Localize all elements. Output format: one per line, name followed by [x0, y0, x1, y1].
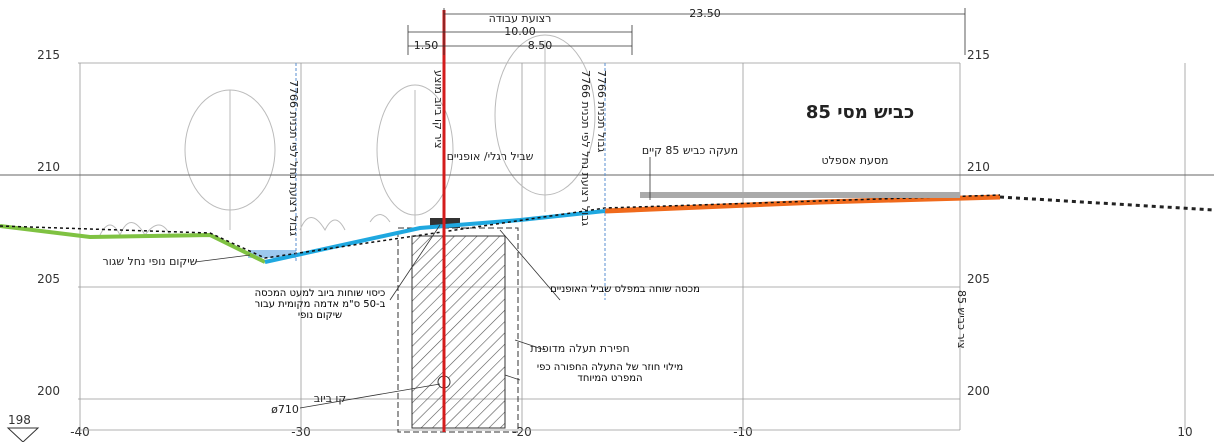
elevation-label: 200 — [37, 384, 60, 398]
datum-label: 198 — [8, 413, 31, 427]
manhole-box: מכסה שוחה במפלס שביל האופניים — [550, 284, 700, 295]
station-label: -40 — [70, 425, 90, 439]
manhole-label: מכסה שוחה במפלס שביל האופניים — [550, 284, 700, 295]
elevation-label: 210 — [967, 160, 990, 174]
trench-label: חפירת תעלה מדופנת — [530, 342, 629, 355]
asphalt-label: מסעת אספלט — [822, 154, 889, 167]
dim-left: 1.50 — [414, 39, 439, 52]
elevation-label: 210 — [37, 160, 60, 174]
ground-existing — [999, 195, 1214, 212]
trench-fill — [411, 235, 506, 429]
elevation-label: 215 — [967, 48, 990, 62]
ground-green — [0, 224, 266, 264]
dim-total: 23.50 — [689, 7, 721, 20]
station-label: -20 — [512, 425, 532, 439]
asphalt-layer — [640, 192, 960, 198]
plan-limit: גבול תכנית 7766 — [595, 70, 608, 153]
ground-line — [0, 194, 1001, 259]
dimensions — [407, 8, 966, 55]
path-label: שביל רגלי/ אופניים — [447, 150, 534, 163]
cover-box: כיסוי שוחות ביוב למעט המכסה ב-50 ס"מ אדמ… — [254, 288, 386, 321]
diameter-label: ø710 — [271, 403, 299, 416]
dim-strip: 10.00 — [504, 25, 536, 38]
trees — [99, 34, 596, 237]
stream-limit-2: גבול רצועת נחל לפי תכנית 7766 — [579, 70, 592, 227]
road-axis: ציר כביש 85 — [955, 290, 968, 349]
work-strip: רצועת עבודה — [489, 12, 552, 25]
cover-label: כיסוי שוחות ביוב למעט המכסה ב-50 ס"מ אדמ… — [254, 288, 386, 321]
landscape-label: שיקום נופי נחל שגור — [103, 255, 198, 268]
elevation-label: 205 — [37, 272, 60, 286]
sewer-axis-label: ציר קו ביוב מוצע — [432, 70, 445, 149]
guardrail-label: מעקה כביש 85 קיים — [642, 144, 738, 157]
station-label: -30 — [291, 425, 311, 439]
datum-marker — [6, 427, 40, 442]
backfill-box: מילוי חוזר של התעלה החפורה כפי המפרט המי… — [536, 362, 684, 384]
station-label: -10 — [733, 425, 753, 439]
backfill-label: מילוי חוזר של התעלה החפורה כפי המפרט המי… — [536, 362, 684, 384]
elevation-label: 200 — [967, 384, 990, 398]
stream-limit-1: גבול רצועת נחל לפי תכנית 7766 — [287, 80, 300, 237]
dim-right: 8.50 — [528, 39, 553, 52]
road-title: כביש מסי 85 — [806, 102, 914, 123]
ground-blue — [264, 209, 606, 264]
elevation-label: 215 — [37, 48, 60, 62]
elevation-label: 205 — [967, 272, 990, 286]
ground-orange — [604, 194, 1001, 214]
station-label: 10 — [1177, 425, 1192, 439]
leaders — [194, 157, 651, 409]
